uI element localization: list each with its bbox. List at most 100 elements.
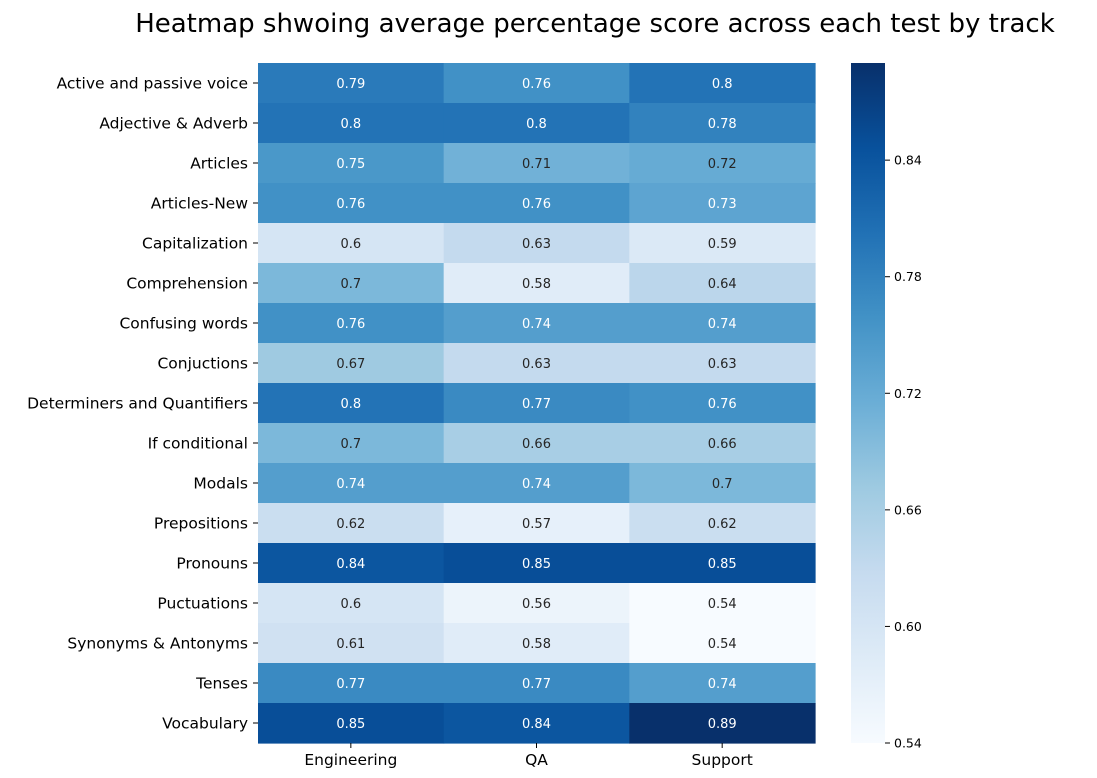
heatmap-cell — [629, 463, 816, 504]
cell-value-label: 0.74 — [522, 317, 551, 332]
heatmap-cell — [443, 303, 630, 344]
heatmap-cell — [258, 223, 445, 264]
cell-value-label: 0.62 — [708, 517, 737, 532]
colorbar-tick-label: 0.78 — [894, 269, 922, 284]
cell-value-label: 0.63 — [522, 237, 551, 252]
heatmap-cell — [443, 383, 630, 424]
heatmap-cell — [443, 463, 630, 504]
heatmap-cell — [443, 143, 630, 184]
cell-value-label: 0.73 — [708, 197, 737, 212]
cell-value-label: 0.6 — [340, 597, 361, 612]
heatmap-cell — [443, 63, 630, 104]
row-label: Conjuctions — [157, 355, 248, 373]
cell-value-label: 0.78 — [708, 117, 737, 132]
heatmap-cell — [258, 103, 445, 144]
row-label: Vocabulary — [162, 715, 248, 733]
heatmap-cell — [258, 623, 445, 664]
cell-value-label: 0.54 — [708, 597, 737, 612]
row-labels: Active and passive voice Adjective & Adve… — [27, 75, 258, 733]
cell-value-label: 0.56 — [522, 597, 551, 612]
cell-value-label: 0.8 — [340, 397, 361, 412]
heatmap-cell — [258, 463, 445, 504]
cell-value-label: 0.57 — [522, 517, 551, 532]
cell-value-label: 0.85 — [336, 717, 365, 732]
row-label: Capitalization — [142, 235, 248, 253]
column-label: Support — [692, 751, 753, 769]
heatmap-cell — [629, 703, 816, 744]
cell-value-label: 0.74 — [708, 677, 737, 692]
heatmap-cell — [258, 503, 445, 544]
heatmap-cell — [629, 303, 816, 344]
heatmap-cell — [629, 63, 816, 104]
heatmap-cell — [258, 423, 445, 464]
cell-value-label: 0.71 — [522, 157, 551, 172]
heatmap-cell — [629, 583, 816, 624]
heatmap-cell — [629, 383, 816, 424]
heatmap-cell — [443, 703, 630, 744]
heatmap-cell — [258, 383, 445, 424]
colorbar-tick-label: 0.54 — [894, 736, 922, 751]
cell-value-label: 0.8 — [712, 77, 733, 92]
cell-value-label: 0.7 — [712, 477, 733, 492]
heatmap-cell — [629, 183, 816, 224]
cell-value-label: 0.6 — [340, 237, 361, 252]
heatmap-cell — [629, 623, 816, 664]
column-label: Engineering — [304, 751, 397, 769]
heatmap-cell — [629, 103, 816, 144]
column-label: QA — [525, 751, 548, 769]
heatmap-cell — [629, 143, 816, 184]
row-label: If conditional — [148, 435, 248, 453]
row-label: Prepositions — [154, 515, 248, 533]
cell-value-label: 0.74 — [522, 477, 551, 492]
heatmap-cells: 0.79 0.76 0.8 0.8 0.8 0.78 0.75 0.71 0.72 0.76 0.7… — [258, 63, 816, 744]
heatmap-cell — [443, 583, 630, 624]
cell-value-label: 0.76 — [336, 197, 365, 212]
cell-value-label: 0.77 — [522, 397, 551, 412]
cell-value-label: 0.62 — [336, 517, 365, 532]
row-label: Articles — [190, 155, 248, 173]
heatmap-cell — [629, 503, 816, 544]
heatmap-cell — [443, 663, 630, 704]
cell-value-label: 0.8 — [340, 117, 361, 132]
cell-value-label: 0.77 — [522, 677, 551, 692]
heatmap-cell — [629, 543, 816, 584]
heatmap-cell — [258, 703, 445, 744]
cell-value-label: 0.54 — [708, 637, 737, 652]
heatmap-cell — [629, 223, 816, 264]
cell-value-label: 0.63 — [522, 357, 551, 372]
colorbar-tick-label: 0.66 — [894, 502, 922, 517]
heatmap-cell — [443, 263, 630, 304]
row-label: Tenses — [195, 675, 248, 693]
column-labels: Engineering QA Support — [304, 743, 753, 769]
cell-value-label: 0.66 — [522, 437, 551, 452]
cell-value-label: 0.74 — [336, 477, 365, 492]
row-label: Modals — [193, 475, 248, 493]
colorbar-tick-label: 0.72 — [894, 386, 922, 401]
row-label: Adjective & Adverb — [99, 115, 248, 133]
heatmap-cell — [629, 343, 816, 384]
cell-value-label: 0.59 — [708, 237, 737, 252]
heatmap-cell — [258, 343, 445, 384]
heatmap-cell — [443, 423, 630, 464]
row-label: Synonyms & Antonyms — [67, 635, 248, 653]
heatmap-cell — [629, 423, 816, 464]
cell-value-label: 0.79 — [336, 77, 365, 92]
cell-value-label: 0.76 — [522, 77, 551, 92]
heatmap-cell — [258, 183, 445, 224]
heatmap-cell — [443, 623, 630, 664]
colorbar: 0.54 0.60 0.66 0.72 0.78 0.84 — [851, 63, 922, 751]
chart-title: Heatmap shwoing average percentage score… — [135, 9, 1055, 39]
heatmap-cell — [629, 263, 816, 304]
heatmap-cell — [629, 663, 816, 704]
cell-value-label: 0.84 — [336, 557, 365, 572]
heatmap-cell — [443, 103, 630, 144]
row-label: Pronouns — [176, 555, 248, 573]
cell-value-label: 0.7 — [340, 277, 361, 292]
heatmap-cell — [258, 663, 445, 704]
heatmap-cell — [258, 543, 445, 584]
colorbar-tick-label: 0.60 — [894, 619, 922, 634]
heatmap-cell — [443, 183, 630, 224]
heatmap-cell — [258, 303, 445, 344]
colorbar-gradient — [851, 63, 885, 743]
